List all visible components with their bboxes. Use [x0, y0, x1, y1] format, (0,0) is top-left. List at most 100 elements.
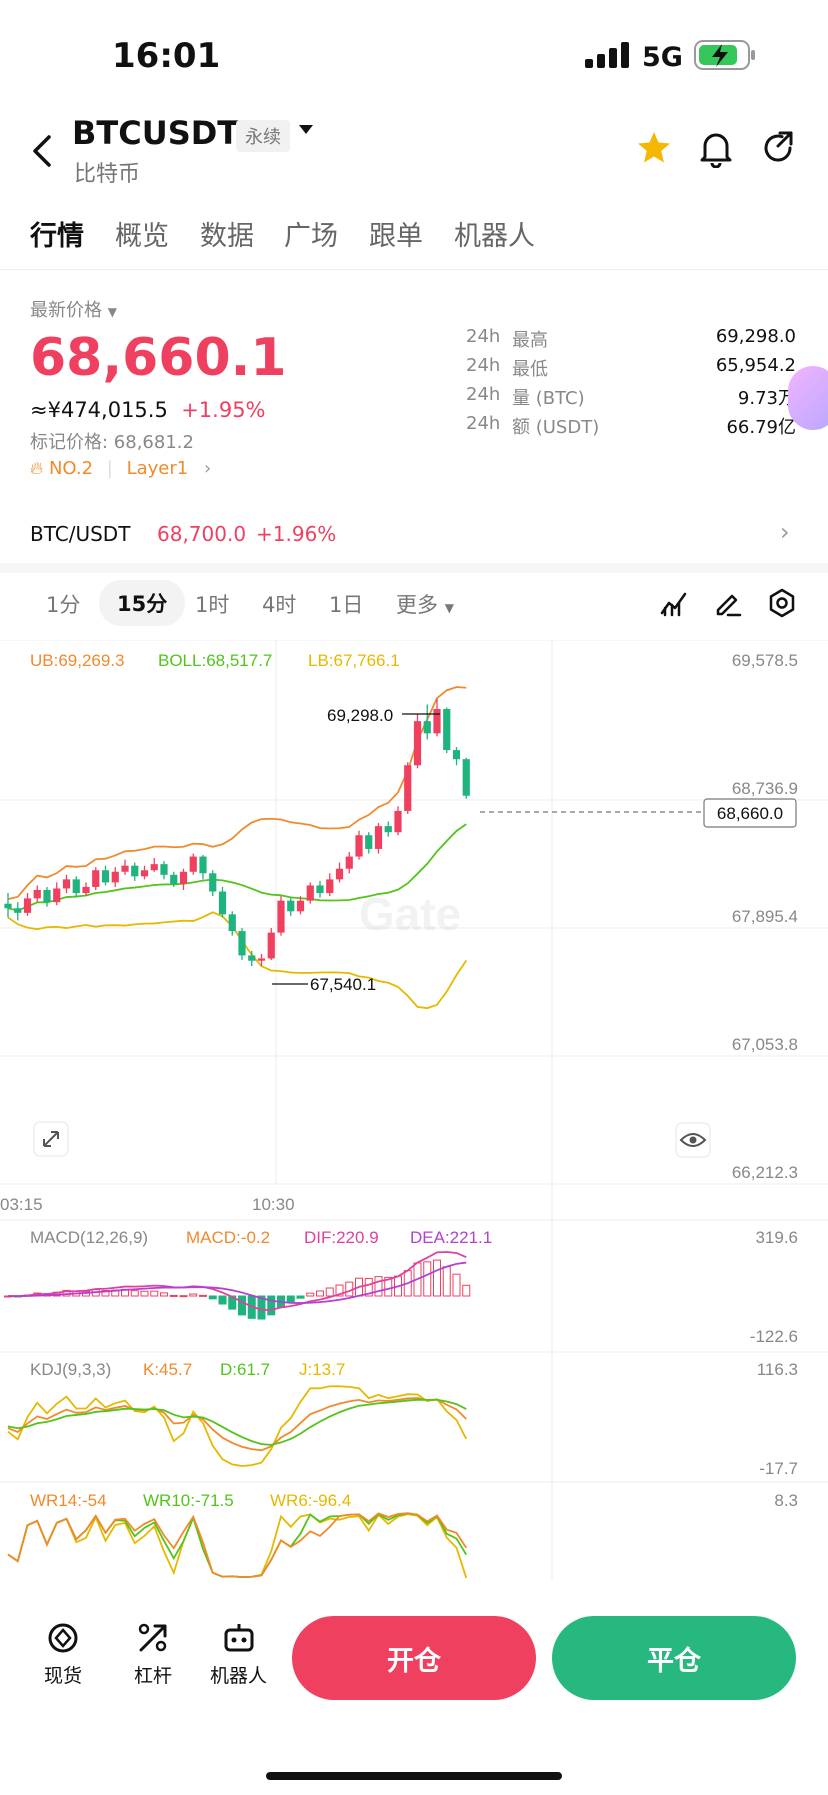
nav-spot[interactable]: 现货 [44, 1620, 82, 1688]
macd-bar [238, 1295, 246, 1316]
candle [150, 858, 158, 872]
wr14-label: WR14:-54 [30, 1491, 107, 1510]
kdj-y-top: 116.3 [757, 1360, 798, 1379]
macd-bar [130, 1290, 139, 1297]
close-position-button[interactable]: 平仓 [552, 1616, 796, 1700]
share-icon[interactable] [760, 130, 796, 166]
candle [248, 950, 256, 967]
candle [160, 861, 168, 880]
candle [277, 896, 285, 936]
current-price-tag: 68,660.0 [703, 798, 797, 828]
tf-more[interactable]: 更多 ▼ [396, 593, 454, 617]
candle [43, 886, 51, 907]
wr10-line [7, 1512, 468, 1578]
tab-bots[interactable]: 机器人 [454, 221, 535, 252]
tf-1h[interactable]: 1时 [195, 593, 230, 617]
status-time: 16:01 [112, 36, 221, 76]
watermark-logo: Gate [359, 888, 461, 940]
candle [316, 880, 324, 898]
robot-icon [224, 1624, 253, 1652]
macd-bar [384, 1276, 393, 1297]
indicator-icon[interactable] [660, 591, 688, 617]
boll-mid-label: BOLL:68,517.7 [158, 651, 272, 670]
boll-upper-line [7, 686, 467, 901]
price-chart[interactable]: Gate UB:69,269.3 BOLL:68,517.7 LB:67,766… [0, 640, 828, 1580]
tab-copy-trading[interactable]: 跟单 [369, 221, 423, 252]
candle [82, 882, 90, 897]
macd-dif-line [7, 1251, 467, 1311]
candle [384, 821, 392, 837]
settings-icon[interactable] [768, 588, 796, 618]
boll-mid-line [7, 823, 467, 912]
y-tick: 67,053.8 [732, 1035, 798, 1054]
tab-overview[interactable]: 概览 [115, 221, 169, 252]
rank-row[interactable]: 🔥︎ NO.2 | Layer1 › [30, 458, 212, 479]
open-position-button[interactable]: 开仓 [292, 1616, 536, 1700]
tab-square[interactable]: 广场 [284, 221, 338, 252]
macd-bar [169, 1294, 178, 1297]
chevron-right-icon: › [203, 458, 212, 479]
mark-price: 标记价格: 68,681.2 [30, 432, 194, 453]
macd-bar [140, 1290, 149, 1297]
candle [121, 859, 129, 875]
candle [189, 853, 197, 875]
spot-icon [48, 1623, 78, 1653]
macd-bar [335, 1284, 344, 1297]
leverage-icon [138, 1623, 167, 1652]
kdj-j: J:13.7 [299, 1360, 345, 1379]
star-icon[interactable] [636, 130, 672, 166]
last-price-label: 最新价格 ▼ [30, 300, 117, 321]
floating-assistant-bubble[interactable] [788, 366, 828, 430]
y-tick: 68,736.9 [732, 779, 798, 798]
bottom-action-bar: 现货 杠杆 机器人 开仓 平仓 [0, 1590, 828, 1720]
macd-bar [257, 1295, 266, 1320]
market-tabs: 行情 概览 数据 广场 跟单 机器人 [0, 208, 828, 270]
kdj-k-line [7, 1397, 467, 1452]
kdj-d: D:61.7 [220, 1360, 270, 1379]
nav-leverage[interactable]: 杠杆 [134, 1620, 172, 1688]
chevron-down-icon[interactable] [298, 124, 314, 136]
candle [199, 855, 207, 880]
candle [72, 876, 80, 898]
candle [101, 865, 110, 886]
macd-dea: DEA:221.1 [410, 1228, 492, 1247]
last-price: 68,660.1 [30, 328, 287, 388]
tf-4h[interactable]: 4时 [262, 593, 297, 617]
symbol-title[interactable]: BTCUSDT [72, 114, 240, 152]
tf-1m[interactable]: 1分 [46, 593, 81, 617]
svg-text:68,660.0: 68,660.0 [717, 804, 783, 823]
macd-bar [150, 1290, 159, 1297]
macd-bar [364, 1277, 373, 1297]
signal-icon [585, 42, 629, 68]
back-arrow-icon[interactable] [30, 134, 54, 168]
candle [306, 882, 314, 904]
tab-market[interactable]: 行情 [30, 221, 84, 252]
tab-data[interactable]: 数据 [200, 221, 254, 252]
nav-robot[interactable]: 机器人 [210, 1620, 267, 1688]
macd-bar [189, 1293, 198, 1297]
candle [228, 911, 236, 936]
kdj-d-line [7, 1398, 467, 1446]
candle [452, 747, 461, 766]
draw-pencil-icon[interactable] [714, 589, 742, 617]
bell-icon[interactable] [698, 130, 734, 168]
status-bar: 16:01 5G [0, 0, 828, 110]
wr10-label: WR10:-71.5 [143, 1491, 234, 1510]
wr6-line [7, 1513, 468, 1579]
cny-price: ≈¥474,015.5 +1.95% [30, 398, 266, 422]
x-tick: 03:15 [0, 1195, 43, 1214]
fullscreen-icon[interactable] [33, 1121, 69, 1157]
svg-text:69,298.0: 69,298.0 [327, 706, 393, 725]
eye-icon[interactable] [675, 1122, 711, 1158]
macd-bar [160, 1292, 168, 1297]
home-indicator [266, 1772, 562, 1780]
macd-dea-line [7, 1261, 467, 1304]
tf-1d[interactable]: 1日 [329, 593, 364, 617]
high-marker: 69,298.0 [327, 706, 440, 725]
y-tick: 67,895.4 [732, 907, 798, 926]
nav-spot-label: 现货 [44, 1665, 83, 1687]
spot-pair-row[interactable]: BTC/USDT 68,700.0 +1.96% › [0, 510, 828, 560]
price-change: +1.95% [181, 398, 266, 422]
tf-15m[interactable]: 15分 [99, 580, 186, 626]
candle [345, 851, 353, 874]
